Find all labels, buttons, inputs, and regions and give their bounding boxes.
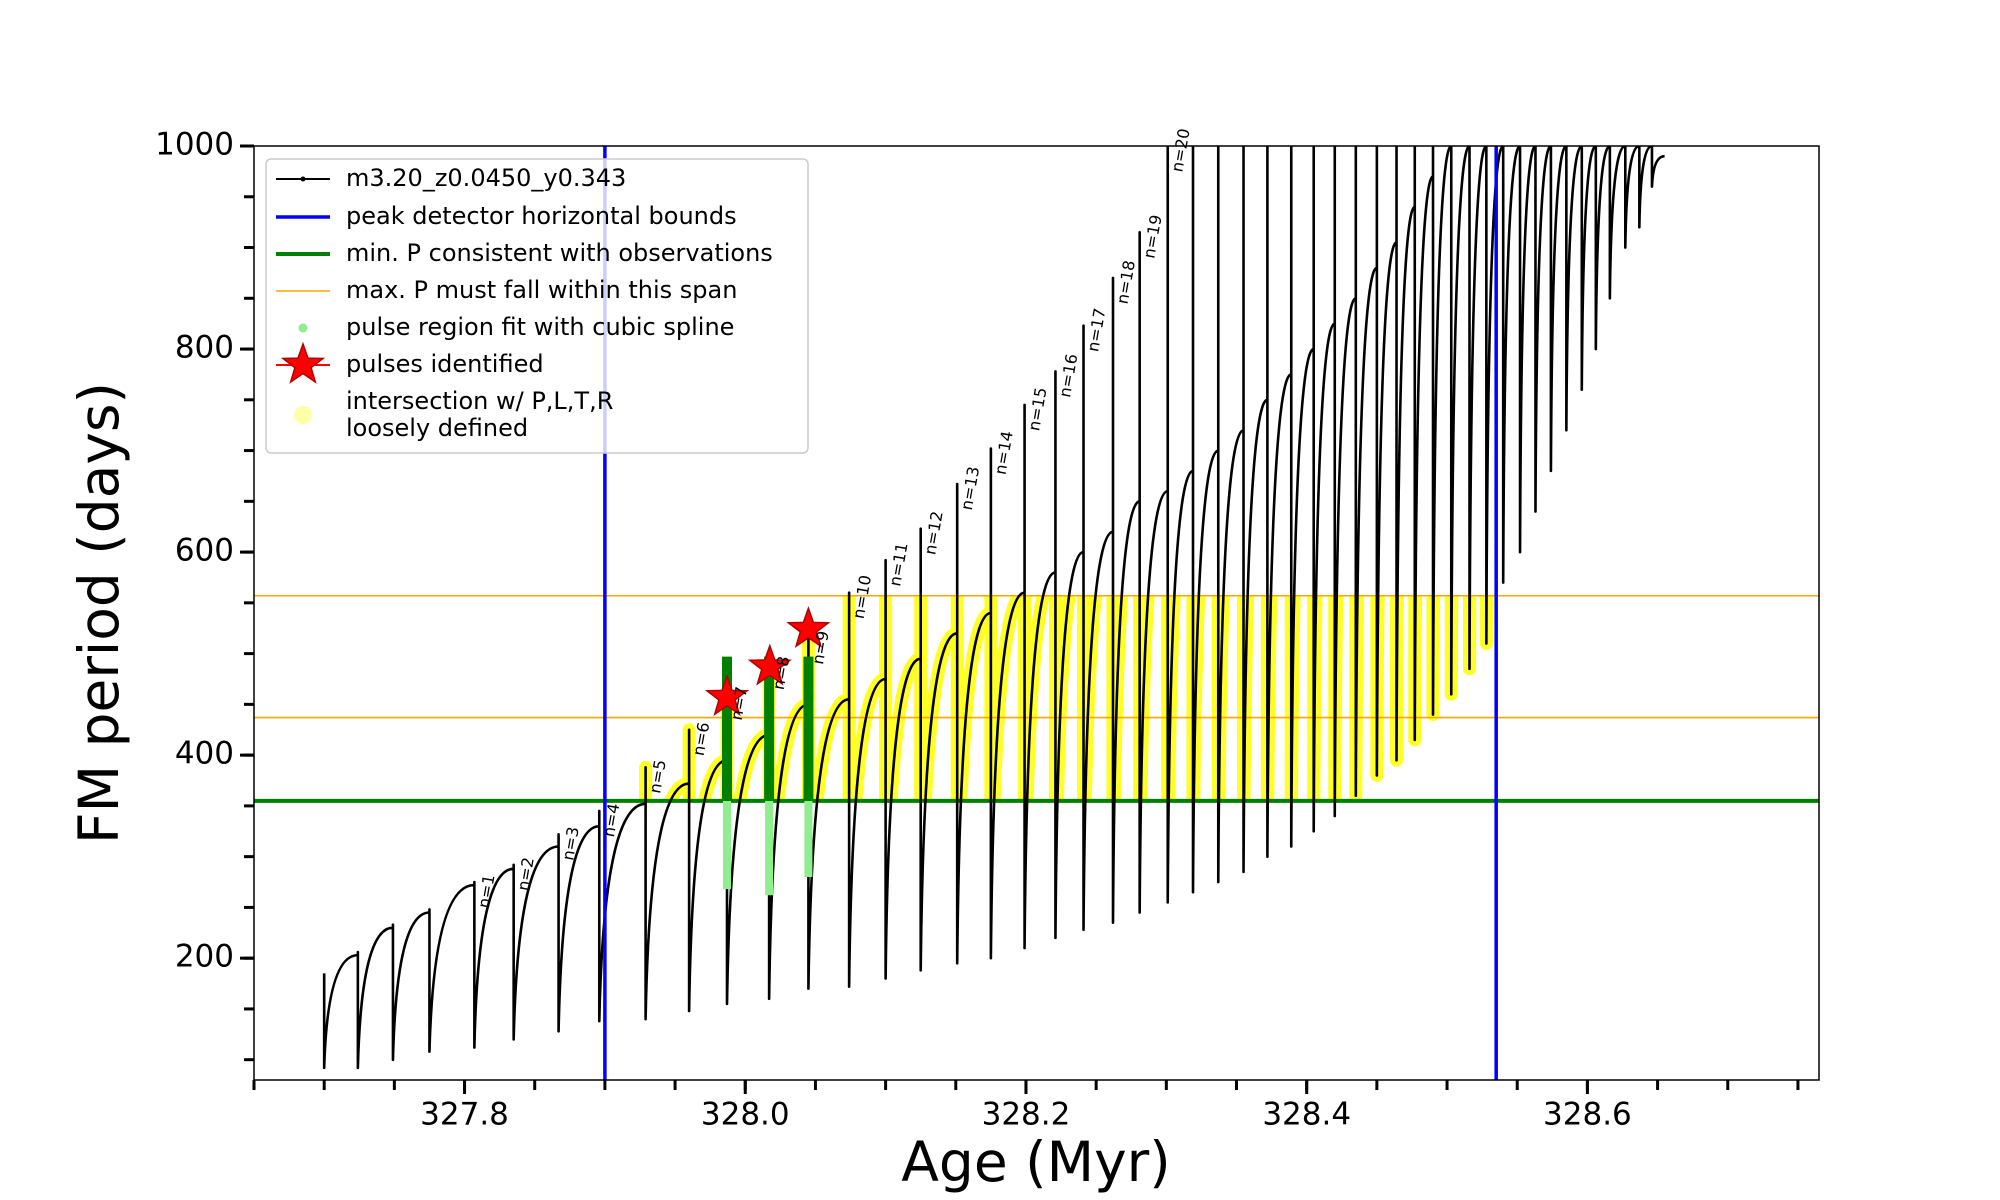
pulse-star <box>786 605 831 649</box>
y-tick-label: 200 <box>175 939 234 975</box>
x-tick-label: 328.0 <box>701 1097 790 1133</box>
legend-label: min. P consistent with observations <box>346 239 773 267</box>
legend-label: pulse region fit with cubic spline <box>346 313 734 341</box>
legend-label: intersection w/ P,L,T,R <box>346 387 613 415</box>
x-tick-label: 328.2 <box>982 1097 1071 1133</box>
legend-box <box>265 158 809 454</box>
legend-label: m3.20_z0.0450_y0.343 <box>346 164 626 192</box>
y-tick-label: 400 <box>175 736 234 772</box>
legend-label: max. P must fall within this span <box>346 276 737 304</box>
x-tick-label: 327.8 <box>420 1097 509 1133</box>
plot-frame <box>253 145 1820 1081</box>
y-tick-label: 800 <box>175 330 234 366</box>
y-tick-label: 600 <box>175 533 234 569</box>
pulse-star <box>704 674 750 717</box>
y-axis-label: FM period (days) <box>67 382 131 844</box>
legend-handle <box>300 176 306 182</box>
legend-label: loosely defined <box>346 414 528 442</box>
legend-handle <box>298 323 308 333</box>
x-tick-label: 328.4 <box>1262 1097 1351 1133</box>
pulse-star <box>747 643 792 686</box>
y-tick-label: 1000 <box>155 127 234 163</box>
legend-handle <box>280 341 326 384</box>
x-axis-label: Age (Myr) <box>901 1130 1170 1194</box>
x-tick-label: 328.6 <box>1543 1097 1632 1133</box>
legend-label: pulses identified <box>346 350 544 378</box>
legend-label: peak detector horizontal bounds <box>346 202 737 230</box>
axes: 327.8 328.0 328.2 328.4 328.6 200 400 600 800 100… <box>155 127 1820 1133</box>
legend-handle <box>294 406 312 424</box>
